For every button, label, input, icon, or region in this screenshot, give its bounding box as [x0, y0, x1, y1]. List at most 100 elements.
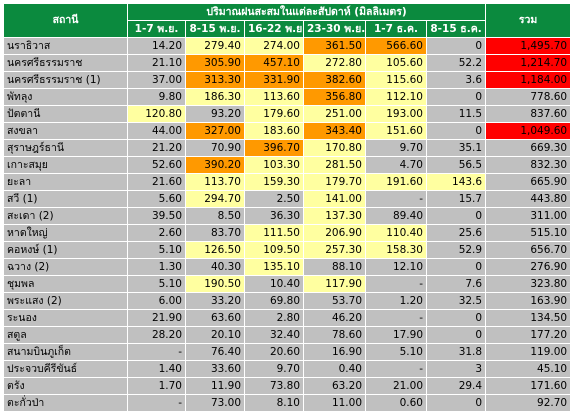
total-cell: 656.70 — [485, 241, 572, 259]
station-name: สตูล — [3, 326, 128, 344]
rainfall-cell-week-4: 382.60 — [303, 71, 366, 89]
rainfall-cell-week-2: 11.90 — [185, 377, 245, 395]
rainfall-cell-week-1: 9.80 — [127, 88, 186, 106]
rainfall-cell-week-6: 0 — [425, 394, 487, 412]
station-name: คอหงษ์ (1) — [3, 241, 128, 259]
rainfall-cell-week-2: 8.50 — [185, 207, 245, 225]
rainfall-cell-week-6: 0 — [425, 207, 487, 225]
rainfall-cell-week-2: 33.60 — [185, 360, 245, 378]
rainfall-cell-week-3: 103.30 — [244, 156, 304, 174]
table-row: ปัตตานี 120.80 93.20 179.60 251.00 193.00 11.5… — [3, 105, 572, 123]
rainfall-cell-week-5: 191.60 — [365, 173, 427, 191]
total-cell: 515.10 — [485, 224, 572, 242]
rainfall-cell-week-6: 3 — [425, 360, 487, 378]
rainfall-cell-week-5: 193.00 — [365, 105, 427, 123]
total-cell: 45.10 — [485, 360, 572, 378]
rainfall-cell-week-2: 186.30 — [185, 88, 245, 106]
rainfall-cell-week-5: 9.70 — [365, 139, 427, 157]
rainfall-cell-week-4: 251.00 — [303, 105, 366, 123]
rainfall-cell-week-1: 39.50 — [127, 207, 186, 225]
rainfall-cell-week-3: 36.30 — [244, 207, 304, 225]
total-cell: 443.80 — [485, 190, 572, 208]
header-row-weeks: 1-7 พ.ย. 8-15 พ.ย. 16-22 พ.ย. 23-30 พ.ย. 1-7… — [4, 20, 571, 38]
total-cell: 311.00 — [485, 207, 572, 225]
rainfall-cell-week-2: 73.00 — [185, 394, 245, 412]
station-name: นครศรีธรรมราช (1) — [3, 71, 128, 89]
rainfall-cell-week-3: 20.60 — [244, 343, 304, 361]
rainfall-cell-week-6: 0 — [425, 258, 487, 276]
rainfall-cell-week-3: 135.10 — [244, 258, 304, 276]
total-cell: 171.60 — [485, 377, 572, 395]
station-name: พระแสง (2) — [3, 292, 128, 310]
rainfall-cell-week-2: 76.40 — [185, 343, 245, 361]
rainfall-cell-week-4: 170.80 — [303, 139, 366, 157]
week-header-2: 8-15 พ.ย. — [185, 20, 245, 38]
rainfall-cell-week-1: 21.60 — [127, 173, 186, 191]
rainfall-cell-week-5: 89.40 — [365, 207, 427, 225]
rainfall-cell-week-1: 37.00 — [127, 71, 186, 89]
rainfall-cell-week-4: 257.30 — [303, 241, 366, 259]
rainfall-cell-week-3: 457.10 — [244, 54, 304, 72]
rainfall-cell-week-1: 120.80 — [127, 105, 186, 123]
rainfall-cell-week-4: 356.80 — [303, 88, 366, 106]
table-row: ตรัง 1.70 11.90 73.80 63.20 21.00 29.4 171.60 — [3, 377, 572, 395]
total-cell: 837.60 — [485, 105, 572, 123]
week-header-3: 16-22 พ.ย. — [244, 20, 304, 38]
total-cell: 1,495.70 — [485, 37, 572, 55]
rainfall-cell-week-6: 32.5 — [425, 292, 487, 310]
rainfall-cell-week-1: 28.20 — [127, 326, 186, 344]
rainfall-cell-week-4: 206.90 — [303, 224, 366, 242]
week-header-1: 1-7 พ.ย. — [127, 20, 186, 38]
rainfall-cell-week-6: 3.6 — [425, 71, 487, 89]
total-cell: 276.90 — [485, 258, 572, 276]
station-name: สุราษฎร์ธานี — [3, 139, 128, 157]
rainfall-cell-week-6: 0 — [425, 326, 487, 344]
rainfall-cell-week-3: 69.80 — [244, 292, 304, 310]
station-name: เกาะสมุย — [3, 156, 128, 174]
rainfall-cell-week-5: 151.60 — [365, 122, 427, 140]
station-name: สวี (1) — [3, 190, 128, 208]
rainfall-cell-week-4: 63.20 — [303, 377, 366, 395]
rainfall-cell-week-1: 1.30 — [127, 258, 186, 276]
week-header-5: 1-7 ธ.ค. — [365, 20, 427, 38]
table-row: ฉวาง (2) 1.30 40.30 135.10 88.10 12.10 0 276.90 — [3, 258, 572, 276]
rainfall-cell-week-2: 40.30 — [185, 258, 245, 276]
rainfall-cell-week-4: 46.20 — [303, 309, 366, 327]
rainfall-cell-week-3: 159.30 — [244, 173, 304, 191]
rainfall-cell-week-3: 73.80 — [244, 377, 304, 395]
rainfall-cell-week-3: 111.50 — [244, 224, 304, 242]
table-row: คอหงษ์ (1) 5.10 126.50 109.50 257.30 158.30 52… — [3, 241, 572, 259]
rainfall-cell-week-5: 1.20 — [365, 292, 427, 310]
rainfall-cell-week-6: 56.5 — [425, 156, 487, 174]
rainfall-cell-week-3: 2.80 — [244, 309, 304, 327]
rainfall-cell-week-2: 70.90 — [185, 139, 245, 157]
table-row: สะเดา (2) 39.50 8.50 36.30 137.30 89.40 0 311.0… — [3, 207, 572, 225]
table-row: ยะลา 21.60 113.70 159.30 179.70 191.60 143.6 66… — [3, 173, 572, 191]
table-row: พระแสง (2) 6.00 33.20 69.80 53.70 1.20 32.5 163… — [3, 292, 572, 310]
rainfall-cell-week-5: - — [365, 275, 427, 293]
station-name: ปัตตานี — [3, 105, 128, 123]
rainfall-cell-week-6: 0 — [425, 122, 487, 140]
rainfall-cell-week-5: 110.40 — [365, 224, 427, 242]
rainfall-cell-week-6: 52.2 — [425, 54, 487, 72]
rainfall-cell-week-3: 274.00 — [244, 37, 304, 55]
rainfall-cell-week-1: 14.20 — [127, 37, 186, 55]
station-name: ชุมพล — [3, 275, 128, 293]
rainfall-cell-week-5: 12.10 — [365, 258, 427, 276]
station-name: สนามบินภูเก็ต — [3, 343, 128, 361]
rainfall-cell-week-2: 313.30 — [185, 71, 245, 89]
rainfall-cell-week-1: 5.10 — [127, 275, 186, 293]
rainfall-cell-week-6: 143.6 — [425, 173, 487, 191]
rainfall-cell-week-4: 361.50 — [303, 37, 366, 55]
station-name: ฉวาง (2) — [3, 258, 128, 276]
header-row-1: สถานี ปริมาณฝนสะสมในแต่ละสัปดาห์ (มิลลิเ… — [3, 3, 572, 38]
rainfall-cell-week-3: 179.60 — [244, 105, 304, 123]
total-cell: 665.90 — [485, 173, 572, 191]
table-row: ตะกั่วป่า -73.00 8.10 11.00 0.60 0 92.70 — [3, 394, 572, 412]
rainfall-cell-week-1: - — [127, 394, 186, 412]
rainfall-cell-week-2: 83.70 — [185, 224, 245, 242]
rainfall-cell-week-2: 390.20 — [185, 156, 245, 174]
rainfall-cell-week-5: 21.00 — [365, 377, 427, 395]
rainfall-cell-week-6: 25.6 — [425, 224, 487, 242]
rainfall-cell-week-1: 1.70 — [127, 377, 186, 395]
